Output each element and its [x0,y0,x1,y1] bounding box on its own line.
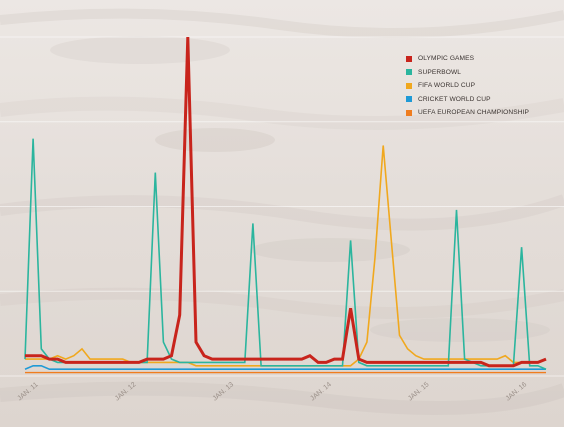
series-line-superbowl [24,138,547,370]
legend-label: OLYMPIC GAMES [418,55,475,63]
series-line-olympic-games [25,36,547,368]
series-line-cricket-world-cup [24,364,546,371]
legend-swatch [406,82,412,89]
legend-swatch [406,109,412,116]
x-tick-label: JAN. 12 [114,381,138,402]
legend-label: FIFA WORLD CUP [418,82,476,90]
x-tick-label: JAN. 16 [505,381,529,402]
x-tick-label: JAN. 13 [212,381,236,402]
x-axis-ticks: JAN. 11 JAN. 12 JAN. 13 JAN. 14 JAN. 15 JAN. … [16,381,528,402]
legend-item: SUPERBOWL [406,66,529,80]
legend-item: OLYMPIC GAMES [406,52,529,66]
legend-swatch [406,96,412,103]
legend-label: SUPERBOWL [418,68,462,76]
legend-item: CRICKET WORLD CUP [406,93,529,107]
x-tick-label: JAN. 11 [16,381,39,402]
x-tick-label: JAN. 15 [407,381,431,402]
x-tick-label: JAN. 14 [309,381,333,402]
legend-item: FIFA WORLD CUP [406,79,529,93]
legend: OLYMPIC GAMES SUPERBOWL FIFA WORLD CUP CRIC… [406,52,529,120]
legend-label: UEFA EUROPEAN CHAMPIONSHIP [418,109,530,117]
legend-swatch [406,69,412,76]
grid-lines [0,36,564,377]
series-layer [24,36,547,374]
legend-label: CRICKET WORLD CUP [418,95,491,103]
legend-item: UEFA EUROPEAN CHAMPIONSHIP [406,106,529,120]
series-line-fifa-world-cup [25,145,547,367]
legend-swatch [406,55,412,62]
